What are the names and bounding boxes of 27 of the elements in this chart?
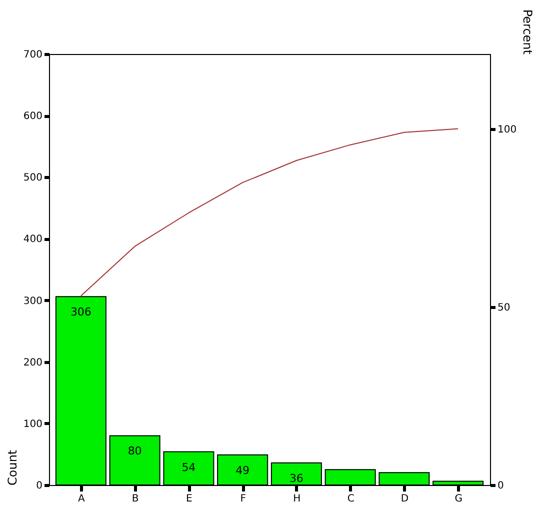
data-label: 36 [289,472,304,485]
y2-tick-label: 50 [498,302,510,314]
x-tick-label: E [186,494,192,504]
y-tick-label: 400 [23,234,42,246]
x-tick-label: A [78,494,86,504]
x-tick-label: G [454,494,462,504]
x-tick-label: C [347,494,354,504]
y-tick-label: 300 [23,296,42,307]
y-tick-label: 700 [23,50,42,60]
y2-axis-title: Percent [520,9,535,55]
y-tick-label: 600 [23,111,42,122]
y-axis-title: Count [5,450,20,486]
x-tick-label: B [132,494,139,504]
data-label: 80 [128,444,142,458]
y-tick-label: 0 [36,480,42,492]
x-tick-label: F [240,494,246,504]
x-tick-label: D [400,494,409,504]
data-label: 306 [70,306,92,319]
y-tick-label: 200 [23,357,42,368]
y-tick-label: 500 [23,172,42,184]
data-label: 49 [236,464,250,477]
line-series [80,128,459,296]
data-label: 54 [182,460,196,474]
y-tick-label: 100 [23,418,42,430]
y2-tick-label: 0 [498,480,504,492]
x-tick-label: H [293,494,301,504]
y2-tick-label: 100 [498,124,517,136]
